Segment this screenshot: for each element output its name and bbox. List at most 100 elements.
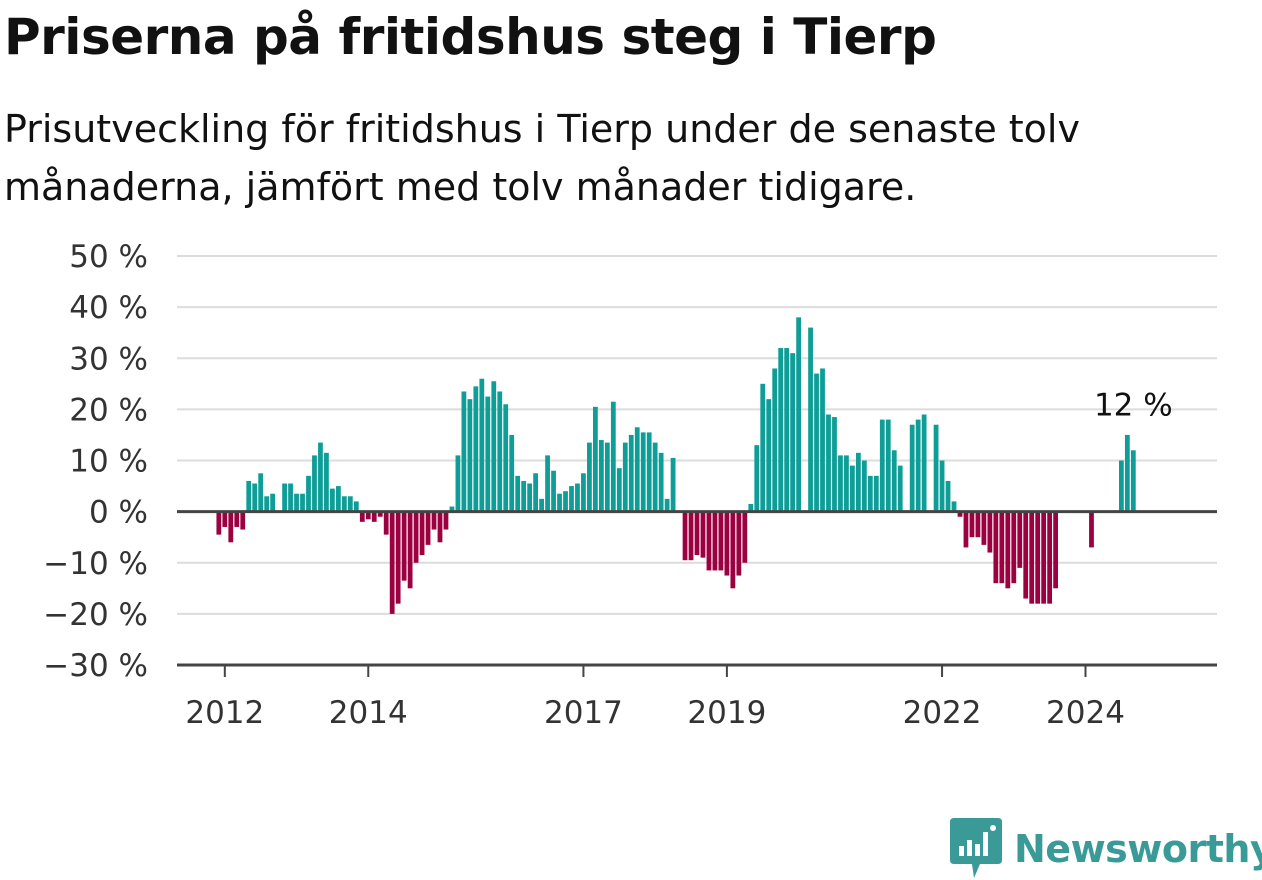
bar — [330, 488, 335, 512]
bar — [539, 498, 544, 512]
bar — [1124, 434, 1130, 512]
y-tick-label: −20 % — [43, 597, 148, 633]
bar — [264, 496, 270, 512]
bar — [443, 511, 449, 530]
bar — [509, 434, 515, 512]
bar — [383, 511, 389, 535]
bar — [341, 496, 347, 512]
bar — [778, 348, 784, 512]
bar — [604, 442, 610, 512]
bar — [975, 511, 981, 538]
bar — [885, 419, 891, 512]
bar — [1118, 460, 1124, 512]
bar — [240, 511, 246, 530]
bar — [216, 511, 222, 535]
bar — [258, 473, 264, 512]
bar — [425, 511, 431, 545]
x-tick-label: 2012 — [185, 695, 264, 731]
bar — [371, 511, 377, 522]
latest-value-label: 12 % — [1094, 387, 1173, 423]
bar — [377, 511, 383, 517]
bar — [347, 496, 353, 512]
bar — [389, 511, 395, 614]
bar — [718, 511, 724, 571]
bar — [850, 465, 855, 512]
bar — [503, 404, 509, 512]
bar — [670, 457, 676, 512]
bar — [1053, 511, 1059, 589]
bar — [826, 414, 831, 512]
bar — [748, 503, 754, 512]
bar — [646, 432, 652, 512]
bars — [216, 317, 1136, 614]
bar — [867, 475, 873, 512]
bar — [515, 475, 521, 512]
bar — [557, 493, 562, 512]
bar — [234, 511, 240, 527]
bar — [1089, 511, 1094, 548]
bar — [700, 511, 706, 558]
bar — [987, 511, 993, 553]
bar — [569, 486, 574, 512]
bar — [724, 511, 730, 576]
bar — [766, 399, 772, 512]
newsworthy-logo: Newsworthy — [950, 818, 1262, 880]
bar — [527, 483, 533, 512]
bar — [682, 511, 688, 561]
bar — [622, 442, 628, 512]
bar — [407, 511, 413, 589]
bar — [431, 511, 437, 530]
bar — [760, 383, 766, 512]
bar — [1017, 511, 1023, 568]
bar — [533, 473, 539, 512]
bar — [479, 378, 485, 512]
bar — [300, 493, 305, 512]
bar — [359, 511, 365, 522]
bar — [521, 480, 527, 512]
bar — [730, 511, 736, 589]
bar — [467, 399, 473, 512]
y-tick-label: 10 % — [69, 444, 148, 480]
bar — [473, 386, 479, 512]
bar — [706, 511, 712, 571]
bar — [909, 424, 915, 512]
bar — [246, 480, 252, 512]
bar — [252, 483, 258, 512]
bar — [897, 465, 903, 512]
bar — [485, 396, 491, 512]
bar — [437, 511, 443, 543]
bar — [814, 373, 819, 512]
y-tick-label: 20 % — [69, 392, 148, 428]
bar — [593, 406, 598, 512]
y-tick-label: −30 % — [43, 648, 148, 684]
bar — [820, 368, 825, 512]
bar — [1035, 511, 1041, 604]
bar — [1130, 450, 1136, 512]
bar — [545, 455, 550, 512]
bar — [324, 452, 329, 512]
bar — [999, 511, 1005, 584]
bar — [353, 501, 359, 512]
bar — [1047, 511, 1053, 604]
bar — [282, 483, 287, 512]
bar — [963, 511, 969, 548]
bar — [1029, 511, 1035, 604]
bar — [449, 506, 455, 512]
bar — [796, 317, 801, 512]
bar — [652, 442, 658, 512]
bar — [921, 414, 927, 512]
bar — [563, 491, 568, 512]
bar — [1041, 511, 1047, 604]
brand-name: Newsworthy — [1014, 827, 1262, 871]
bar — [664, 498, 670, 512]
bar — [784, 348, 790, 512]
bar — [581, 473, 586, 512]
bar — [491, 381, 497, 512]
bar — [1005, 511, 1011, 589]
bar — [587, 442, 592, 512]
bar — [957, 511, 963, 517]
bar — [306, 475, 311, 512]
bar — [318, 442, 323, 512]
bar — [497, 391, 503, 512]
